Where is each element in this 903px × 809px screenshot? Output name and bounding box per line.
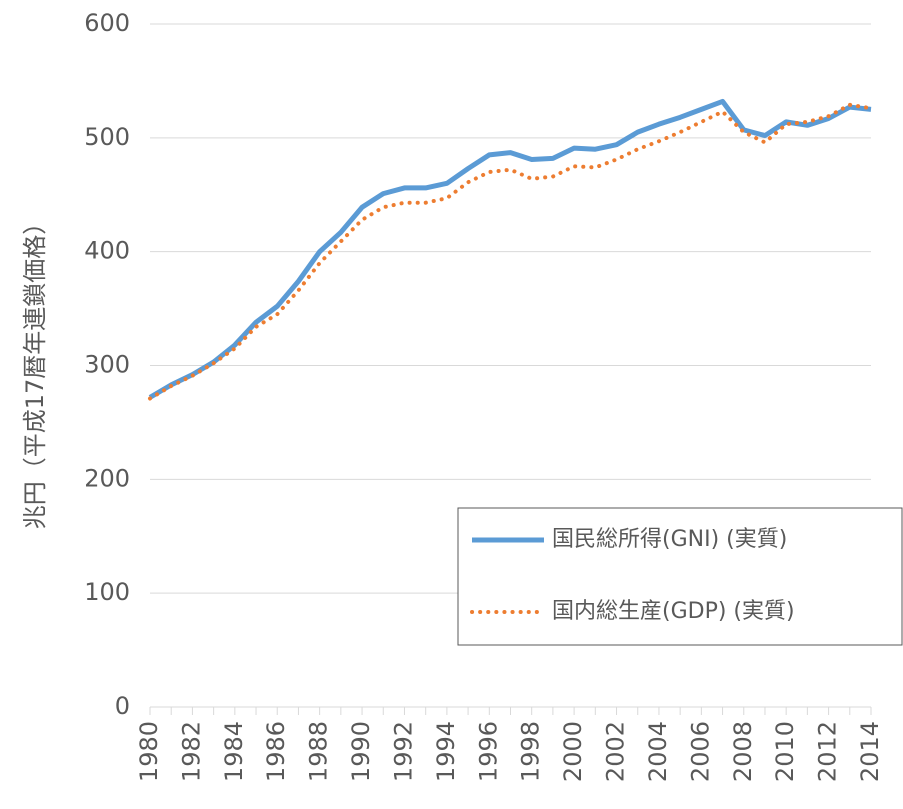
x-tick-label: 1992	[389, 721, 417, 782]
x-tick-label: 1996	[474, 721, 502, 782]
y-tick-label: 100	[84, 578, 130, 606]
legend-label: 国民総所得(GNI) (実質)	[552, 527, 787, 552]
x-tick-label: 1986	[262, 721, 290, 782]
x-tick-label: 1994	[432, 721, 460, 782]
x-tick-label: 2014	[856, 721, 884, 782]
y-tick-label: 600	[84, 9, 130, 37]
series-line	[148, 102, 873, 401]
x-tick-label: 2012	[814, 721, 842, 782]
x-tick-label: 2000	[559, 721, 587, 782]
x-tick-label: 1984	[220, 721, 248, 782]
y-tick-label: 200	[84, 464, 130, 492]
y-tick-label: 500	[84, 123, 130, 151]
series-line	[148, 98, 872, 400]
legend-label: 国内総生産(GDP) (実質)	[552, 599, 795, 624]
x-tick-label: 1990	[347, 721, 375, 782]
x-tick-label: 2004	[644, 721, 672, 782]
y-tick-label: 0	[115, 692, 130, 720]
x-tick-label: 1988	[305, 721, 333, 782]
y-tick-label: 300	[84, 351, 130, 379]
x-tick-label: 2008	[729, 721, 757, 782]
x-tick-label: 2010	[771, 721, 799, 782]
y-tick-label: 400	[84, 237, 130, 265]
x-tick-label: 2006	[686, 721, 714, 782]
x-tick-label: 1980	[135, 721, 163, 782]
y-axis-label: 兆円（平成17暦年連鎖価格）	[21, 211, 49, 530]
x-tick-label: 1982	[177, 721, 205, 782]
legend-box	[457, 507, 903, 646]
x-tick-label: 2002	[602, 721, 630, 782]
x-tick-label: 1998	[517, 721, 545, 782]
